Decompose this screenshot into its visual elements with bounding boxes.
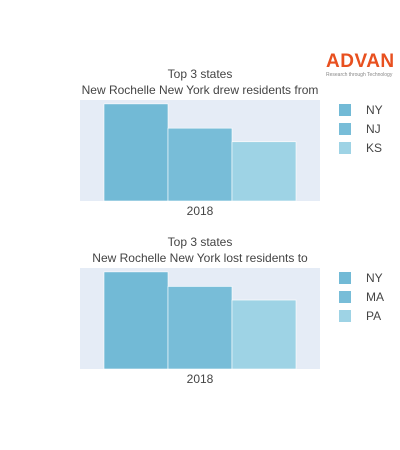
bar-ma [167, 286, 233, 370]
bar-nj [167, 127, 233, 202]
legend-swatch-ny [339, 104, 351, 116]
legend-swatch-nj [339, 123, 351, 135]
legend-swatch-ks [339, 142, 351, 154]
brand-name: ADVAN [326, 51, 395, 72]
x-tick-label: 2018 [187, 372, 214, 386]
legend-label-ny: NY [366, 103, 383, 117]
chart-title: Top 3 states [168, 235, 233, 249]
brand-tagline: Research through Technology [326, 72, 393, 78]
legend-swatch-ma [339, 291, 351, 303]
bar-ks [231, 141, 297, 202]
chart-subtitle: New Rochelle New York drew residents fro… [82, 83, 319, 97]
bar-ny [103, 103, 169, 202]
legend-swatch-ny [339, 272, 351, 284]
chart-title: Top 3 states [168, 67, 233, 81]
legend-label-ks: KS [366, 141, 382, 155]
chart-lost-residents: Top 3 states New Rochelle New York lost r… [80, 235, 384, 386]
legend-swatch-pa [339, 310, 351, 322]
bar-ny [103, 271, 169, 370]
legend-label-ma: MA [366, 290, 384, 304]
advan-logo: ADVAN Research through Technology [326, 52, 396, 78]
legend-label-pa: PA [366, 309, 381, 323]
legend-label-ny: NY [366, 271, 383, 285]
bar-pa [231, 299, 297, 370]
legend-label-nj: NJ [366, 122, 381, 136]
chart-drew-residents: Top 3 states New Rochelle New York drew r… [80, 67, 383, 218]
chart-subtitle: New Rochelle New York lost residents to [92, 251, 308, 265]
x-tick-label: 2018 [187, 204, 214, 218]
